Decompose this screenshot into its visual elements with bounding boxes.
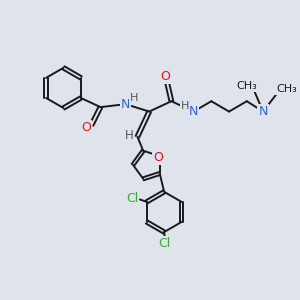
Text: Cl: Cl	[126, 191, 138, 205]
Text: H: H	[125, 129, 134, 142]
Text: N: N	[189, 105, 198, 118]
Text: H: H	[130, 93, 138, 103]
Text: O: O	[160, 70, 170, 83]
Text: CH₃: CH₃	[236, 81, 257, 92]
Text: CH₃: CH₃	[276, 84, 297, 94]
Text: N: N	[258, 105, 268, 118]
Text: H: H	[181, 100, 190, 111]
Text: O: O	[81, 121, 91, 134]
Text: O: O	[153, 151, 163, 164]
Text: N: N	[121, 98, 130, 111]
Text: Cl: Cl	[159, 237, 171, 250]
